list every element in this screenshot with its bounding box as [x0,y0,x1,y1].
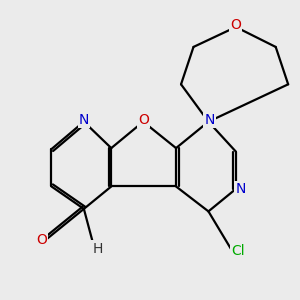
Text: O: O [138,113,148,127]
Text: Cl: Cl [231,244,244,258]
Text: N: N [204,113,214,127]
Text: O: O [230,18,241,32]
Text: O: O [36,233,47,248]
Text: N: N [235,182,246,196]
Text: H: H [92,242,103,256]
Text: N: N [79,113,89,127]
